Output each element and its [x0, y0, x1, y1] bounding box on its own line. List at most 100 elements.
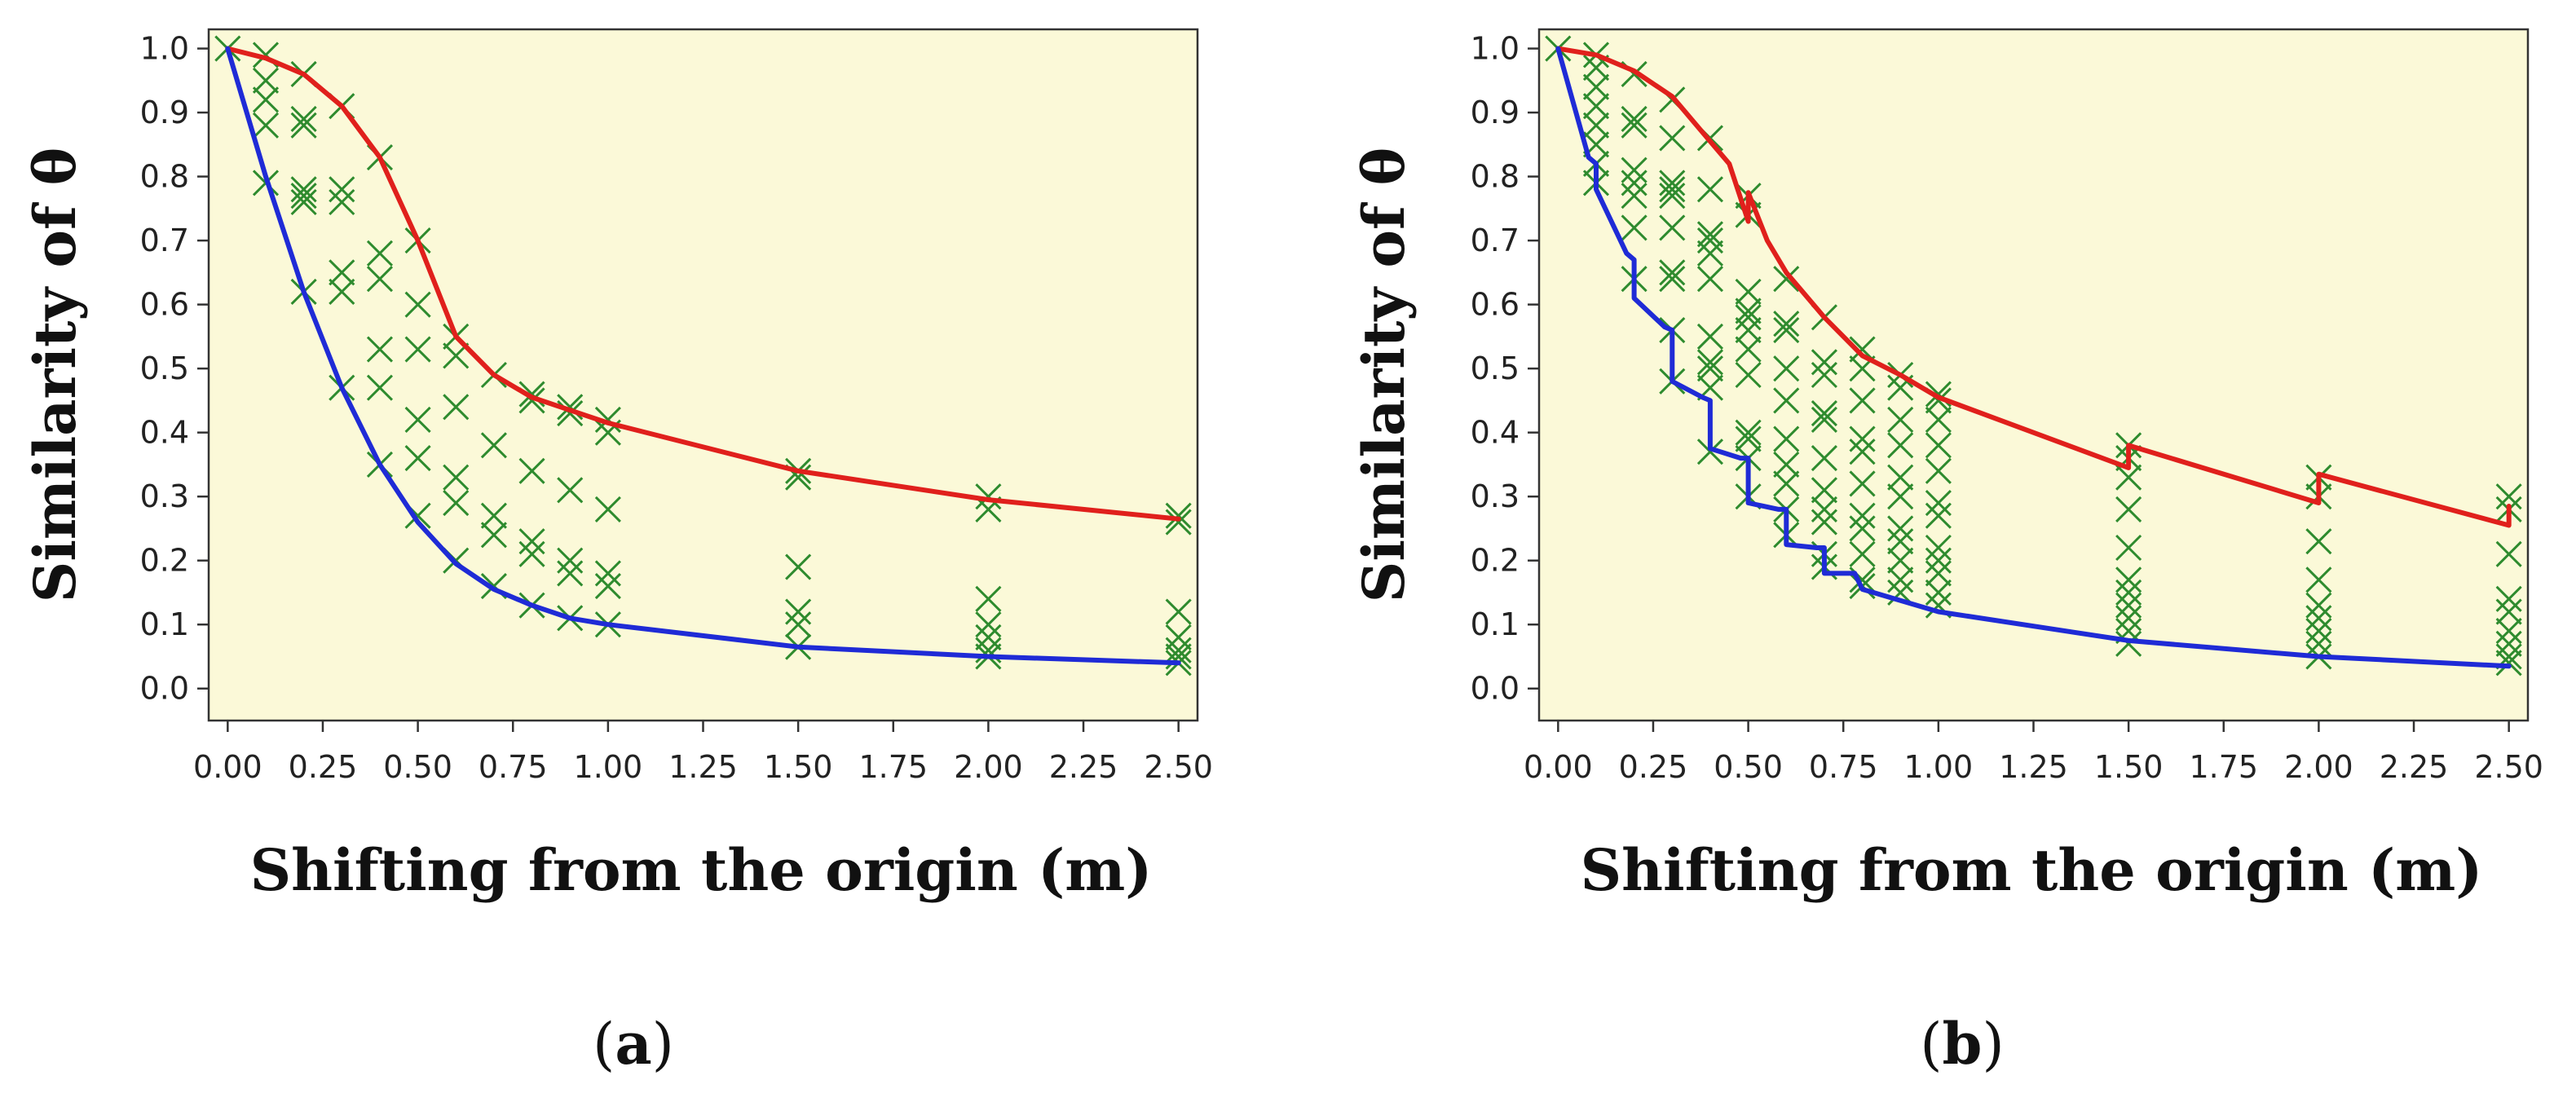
- data-point-b: [1659, 170, 1686, 196]
- panel-letter-b: b: [1943, 1010, 1983, 1078]
- data-point-a: [975, 483, 1002, 510]
- data-point-a: [290, 105, 317, 132]
- y-tick-label-a: 0.3: [140, 478, 189, 514]
- data-point-b: [1887, 406, 1914, 434]
- data-point-b: [1621, 183, 1647, 209]
- data-point-b: [1582, 93, 1610, 120]
- data-point-b: [2495, 585, 2522, 612]
- data-point-b: [1582, 112, 1610, 139]
- data-point-b: [1773, 470, 1800, 497]
- data-point-b: [1887, 432, 1914, 459]
- data-point-a: [252, 112, 280, 139]
- data-point-b: [2115, 579, 2142, 606]
- x-tick-label-a: 1.50: [764, 749, 833, 785]
- y-tick-label-a: 0.4: [140, 415, 189, 451]
- y-tick-label-b: 0.3: [1471, 478, 1520, 514]
- data-point-b: [1925, 534, 1952, 562]
- data-point-b: [1696, 439, 1724, 465]
- y-tick-label-b: 0.7: [1471, 223, 1520, 258]
- data-point-b: [2305, 630, 2332, 657]
- x-tick-label-a: 1.00: [574, 749, 643, 785]
- x-tick-label-a: 0.75: [479, 749, 548, 785]
- data-point-a: [1165, 624, 1192, 650]
- y-tick-label-a: 0.9: [140, 95, 189, 130]
- data-point-a: [329, 188, 355, 216]
- data-point-b: [1887, 566, 1914, 593]
- data-point-a: [366, 266, 394, 293]
- data-point-b: [1621, 170, 1647, 196]
- data-point-b: [1735, 304, 1762, 331]
- y-tick-label-b: 0.4: [1471, 415, 1520, 451]
- panel-letter-a: a: [615, 1010, 651, 1078]
- data-point-a: [975, 624, 1002, 650]
- data-point-b: [2305, 605, 2332, 632]
- data-point-a: [557, 477, 584, 504]
- data-point-b: [1696, 323, 1724, 350]
- data-point-b: [1887, 483, 1914, 510]
- data-point-b: [1811, 349, 1837, 376]
- data-point-b: [1621, 214, 1647, 241]
- data-point-b: [1811, 406, 1837, 434]
- data-point-b: [1925, 457, 1952, 484]
- x-axis-title-a: Shifting from the origin (m): [250, 836, 1153, 904]
- x-tick-label-a: 0.50: [383, 749, 452, 785]
- data-point-a: [518, 457, 545, 484]
- data-point-a: [329, 259, 355, 286]
- data-point-b: [1811, 477, 1837, 504]
- data-point-a: [785, 553, 812, 580]
- panel-label-b: (b): [1920, 1010, 2005, 1078]
- plot-area-a: [207, 28, 1199, 722]
- data-point-a: [594, 560, 621, 587]
- data-point-b: [1735, 425, 1762, 452]
- y-tick-label-b: 1.0: [1471, 31, 1520, 67]
- y-tick-label-a: 1.0: [140, 31, 189, 67]
- plot-area-b: [1537, 28, 2530, 722]
- data-point-a: [1165, 509, 1192, 536]
- data-point-b: [1659, 214, 1686, 241]
- data-point-b: [1811, 400, 1837, 427]
- data-point-a: [290, 112, 317, 139]
- x-tick-label-b: 0.50: [1714, 749, 1783, 785]
- data-point-b: [1887, 464, 1914, 491]
- lower-envelope-line-a: [225, 46, 1181, 666]
- data-point-b: [1811, 361, 1837, 389]
- data-point-b: [1696, 266, 1724, 293]
- lower-envelope-line-b: [1555, 46, 2512, 669]
- data-point-b: [1925, 489, 1952, 517]
- data-point-b: [1849, 502, 1876, 529]
- x-tick-label-a: 2.50: [1144, 749, 1213, 785]
- data-point-a: [252, 67, 280, 94]
- data-point-b: [1811, 509, 1837, 536]
- data-point-a: [557, 560, 584, 587]
- data-point-b: [1659, 176, 1686, 203]
- data-point-b: [1849, 470, 1876, 497]
- data-point-b: [1811, 445, 1837, 472]
- data-point-b: [1925, 406, 1952, 434]
- data-point-b: [1696, 227, 1724, 254]
- y-tick-label-b: 0.1: [1471, 606, 1520, 642]
- data-point-a: [785, 611, 812, 638]
- data-point-b: [1773, 266, 1800, 293]
- data-point-a: [404, 406, 431, 434]
- data-point-b: [2495, 650, 2522, 677]
- data-point-b: [2495, 598, 2522, 625]
- data-point-b: [1621, 112, 1647, 139]
- x-tick-label-b: 2.00: [2284, 749, 2353, 785]
- x-tick-label-b: 1.25: [1999, 749, 2068, 785]
- data-point-b: [1849, 425, 1876, 452]
- data-point-b: [2305, 528, 2332, 555]
- data-point-b: [1925, 560, 1952, 587]
- data-point-a: [975, 585, 1002, 612]
- y-tick-label-b: 0.6: [1471, 287, 1520, 323]
- data-point-b: [2495, 540, 2522, 567]
- data-point-a: [290, 176, 317, 203]
- y-tick-label-a: 0.5: [140, 350, 189, 386]
- x-tick-label-b: 2.50: [2474, 749, 2543, 785]
- data-point-b: [1773, 425, 1800, 452]
- y-axis-title-a: Similarity of θ: [21, 148, 89, 602]
- data-point-b: [2305, 618, 2332, 645]
- data-point-b: [2495, 630, 2522, 657]
- upper-envelope-line-b: [1555, 46, 2512, 528]
- upper-envelope-line-a: [225, 46, 1181, 522]
